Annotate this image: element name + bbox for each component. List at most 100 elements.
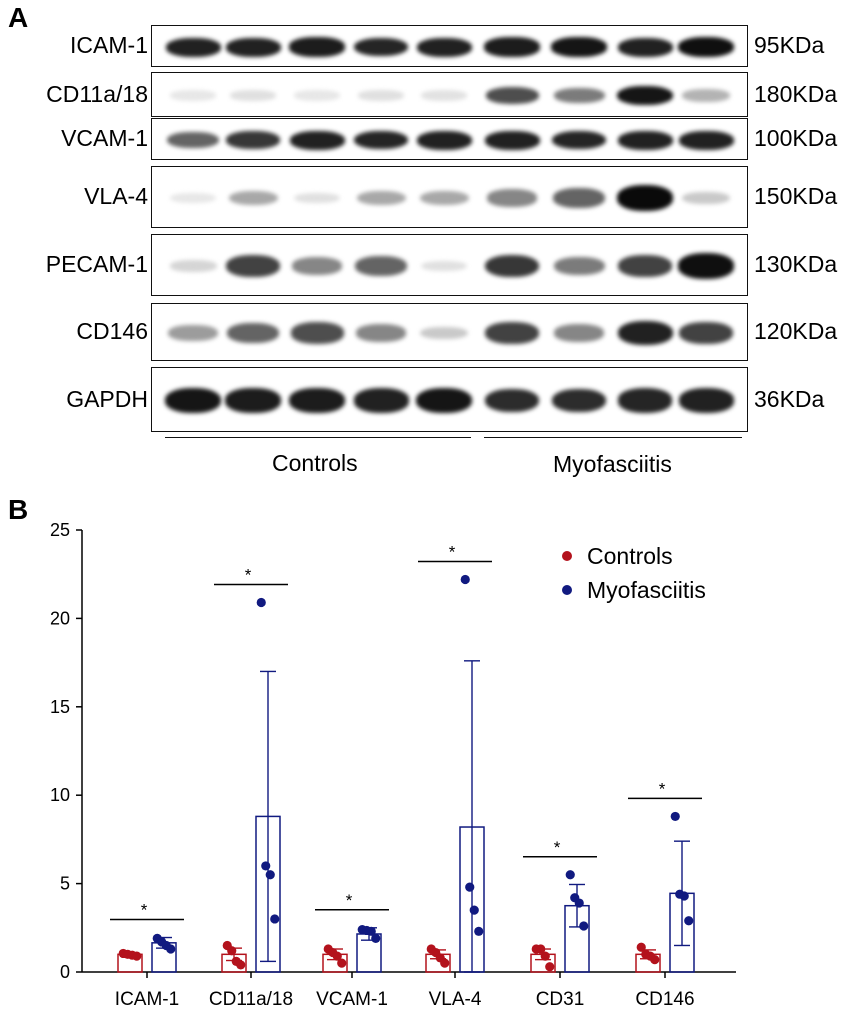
blot-band bbox=[353, 388, 409, 413]
blot-band bbox=[484, 37, 540, 57]
legend-label: Controls bbox=[587, 543, 673, 569]
blot-label-gapdh: GAPDH bbox=[66, 385, 148, 412]
blot-band bbox=[169, 90, 217, 101]
panel-a-letter: A bbox=[8, 2, 29, 33]
blot-strip-cd146 bbox=[151, 303, 748, 361]
blot-band bbox=[553, 88, 605, 103]
blot-strip-cd11a-18 bbox=[151, 72, 748, 117]
data-point bbox=[371, 933, 381, 944]
blot-band bbox=[289, 37, 345, 57]
x-tick-label: CD31 bbox=[536, 989, 585, 1010]
blot-label-vla-4: VLA-4 bbox=[84, 183, 148, 209]
data-point bbox=[679, 891, 689, 901]
y-tick-label: 10 bbox=[50, 785, 70, 805]
data-point bbox=[440, 958, 450, 968]
x-tick-label: CD146 bbox=[635, 989, 694, 1010]
blot-band bbox=[356, 190, 406, 206]
blot-strip-pecam-1 bbox=[151, 234, 748, 296]
y-tick-label: 15 bbox=[50, 697, 70, 717]
blot-band bbox=[551, 130, 607, 150]
data-point bbox=[227, 946, 237, 956]
blot-label-cd146: CD146 bbox=[76, 318, 148, 344]
significance-star: * bbox=[659, 779, 666, 798]
blot-label-vcam-1: VCAM-1 bbox=[61, 125, 148, 151]
blot-band bbox=[551, 388, 607, 413]
blot-label-pecam-1: PECAM-1 bbox=[45, 251, 148, 277]
data-point bbox=[256, 597, 266, 608]
blot-strip-vcam-1 bbox=[151, 118, 748, 160]
legend-label: Myofasciitis bbox=[587, 577, 706, 603]
bar-chart: 0 5 10 15 20 25 ICAM-1 * CD11a/18 * VCAM-1 * VLA-4 * C… bbox=[50, 520, 736, 1010]
blot-band bbox=[484, 388, 540, 413]
significance-star: * bbox=[245, 565, 252, 584]
blot-band bbox=[681, 89, 731, 102]
data-point bbox=[236, 960, 246, 970]
blot-band bbox=[420, 260, 468, 272]
blot-band bbox=[355, 324, 407, 342]
data-point bbox=[469, 905, 479, 915]
blot-band bbox=[357, 90, 405, 101]
blot-band bbox=[617, 320, 673, 346]
blot-band bbox=[553, 188, 605, 208]
blot-band bbox=[168, 325, 218, 341]
blot-band bbox=[678, 37, 734, 57]
blot-band bbox=[355, 256, 407, 276]
blot-band bbox=[486, 189, 538, 207]
legend-marker bbox=[562, 551, 572, 561]
data-point bbox=[270, 914, 280, 924]
group-line-myofasciitis bbox=[484, 437, 742, 438]
x-tick-label: VCAM-1 bbox=[316, 989, 388, 1010]
data-point bbox=[261, 861, 271, 871]
blot-mw-cd11a-18: 180KDa bbox=[754, 80, 838, 107]
data-point bbox=[536, 944, 546, 954]
blot-label-icam-1: ICAM-1 bbox=[70, 32, 148, 58]
data-point bbox=[265, 870, 275, 880]
blot-strip-vla-4 bbox=[151, 166, 748, 228]
blot-band bbox=[617, 130, 673, 150]
blot-band bbox=[353, 37, 409, 57]
blot-band bbox=[228, 190, 278, 206]
blot-band bbox=[485, 87, 539, 104]
blot-band bbox=[169, 192, 217, 204]
blot-band bbox=[678, 130, 734, 150]
blot-band bbox=[485, 322, 539, 344]
y-tick-label: 5 bbox=[60, 874, 70, 894]
blot-band bbox=[485, 254, 539, 278]
x-tick-label: VLA-4 bbox=[429, 989, 482, 1010]
significance-star: * bbox=[141, 901, 148, 920]
blot-mw-cd146: 120KDa bbox=[754, 318, 838, 344]
blot-band bbox=[617, 37, 673, 57]
group-line-controls bbox=[165, 437, 471, 438]
blot-band bbox=[682, 191, 730, 205]
blot-strip-icam-1 bbox=[151, 25, 748, 67]
x-tick-label: ICAM-1 bbox=[115, 989, 179, 1010]
data-point bbox=[636, 942, 646, 952]
blot-band bbox=[169, 260, 217, 272]
blot-band bbox=[617, 85, 673, 106]
blot-mw-icam-1: 95KDa bbox=[754, 32, 825, 58]
blot-strip-gapdh bbox=[151, 367, 748, 432]
blot-band bbox=[293, 90, 341, 101]
blot-label-cd11a-18: CD11a/18 bbox=[46, 80, 148, 107]
y-tick-label: 25 bbox=[50, 520, 70, 540]
significance-star: * bbox=[346, 891, 353, 910]
blot-mw-pecam-1: 130KDa bbox=[754, 251, 838, 277]
legend-marker bbox=[562, 585, 572, 595]
blot-band bbox=[420, 326, 468, 340]
blot-mw-gapdh: 36KDa bbox=[754, 385, 825, 412]
x-tick-label: CD11a/18 bbox=[209, 989, 293, 1010]
blot-band bbox=[226, 131, 280, 149]
blot-band bbox=[293, 192, 341, 204]
data-point bbox=[332, 951, 342, 961]
blot-band bbox=[416, 130, 472, 150]
blot-band bbox=[167, 132, 219, 148]
significance-star: * bbox=[449, 543, 456, 562]
data-point bbox=[474, 926, 484, 936]
group-label-myofasciitis: Myofasciitis bbox=[553, 451, 672, 477]
y-tick-label: 20 bbox=[50, 608, 70, 628]
data-point bbox=[545, 962, 555, 972]
data-point bbox=[166, 944, 176, 954]
blot-band bbox=[484, 130, 540, 150]
blot-band bbox=[553, 324, 605, 342]
blot-band bbox=[551, 37, 607, 57]
